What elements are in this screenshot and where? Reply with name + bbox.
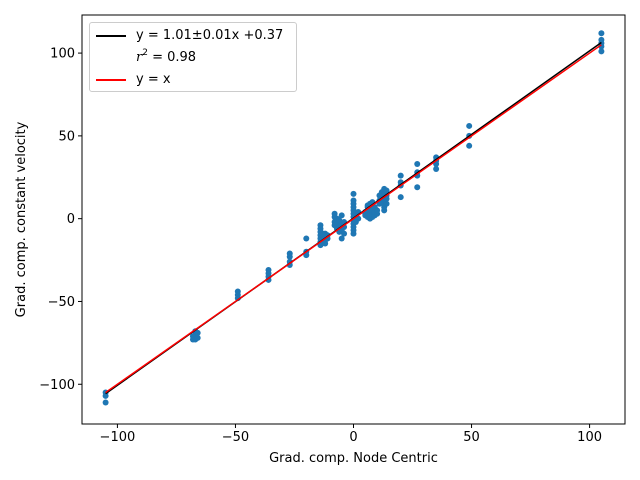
- x-tick-label: −50: [222, 430, 249, 445]
- x-tick-label: 50: [463, 430, 480, 445]
- data-point: [397, 194, 404, 201]
- legend-label-r2: r2 = 0.98: [136, 49, 196, 67]
- legend-item-r2: r2 = 0.98: [90, 49, 296, 67]
- data-point: [466, 122, 473, 129]
- x-tick-label: −100: [100, 430, 136, 445]
- data-point: [102, 399, 109, 406]
- data-point: [598, 30, 605, 37]
- data-point: [350, 190, 357, 197]
- x-tick-label: 100: [577, 430, 602, 445]
- legend-item-fit: y = 1.01±0.01x +0.37: [90, 27, 296, 45]
- data-point: [194, 334, 201, 341]
- plot-marks: [102, 30, 605, 406]
- data-point: [374, 207, 381, 214]
- legend-label-identity: y = x: [136, 72, 171, 87]
- data-point: [341, 230, 348, 237]
- y-tick-label: −100: [39, 378, 75, 393]
- identity-line: [105, 44, 602, 394]
- data-point: [433, 166, 440, 172]
- data-point: [414, 161, 421, 168]
- data-point: [598, 36, 605, 43]
- y-tick-label: 50: [58, 129, 75, 144]
- data-point: [414, 184, 421, 191]
- legend-swatch-fit: [96, 35, 126, 37]
- legend: y = 1.01±0.01x +0.37 r2 = 0.98 y = x: [89, 22, 297, 92]
- data-point: [350, 230, 357, 237]
- data-point: [598, 48, 605, 55]
- y-tick-label: 100: [50, 47, 75, 62]
- legend-swatch-identity: [96, 79, 126, 81]
- data-point: [322, 240, 329, 247]
- r2-exponent: 2: [142, 48, 148, 58]
- x-axis-label: Grad. comp. Node Centric: [269, 451, 438, 466]
- axis-ticks: −100 −50 0 50 100 −100 −50 0 50 100: [39, 47, 602, 445]
- legend-label-fit: y = 1.01±0.01x +0.37: [136, 28, 284, 43]
- data-point: [303, 235, 310, 242]
- data-point: [338, 235, 345, 242]
- data-point: [383, 187, 390, 194]
- data-point: [102, 392, 109, 399]
- data-point: [338, 212, 345, 219]
- data-point: [286, 253, 293, 260]
- y-tick-label: 0: [67, 212, 75, 227]
- legend-item-identity: y = x: [90, 71, 296, 89]
- r2-value: = 0.98: [147, 50, 197, 65]
- r2-symbol: r: [136, 50, 143, 65]
- data-point: [397, 172, 404, 179]
- x-tick-label: 0: [349, 430, 357, 445]
- data-point: [466, 142, 473, 149]
- data-point: [189, 336, 196, 343]
- data-point: [383, 200, 390, 207]
- y-tick-label: −50: [48, 295, 75, 310]
- y-axis-label: Grad. comp. constant velocity: [14, 121, 29, 317]
